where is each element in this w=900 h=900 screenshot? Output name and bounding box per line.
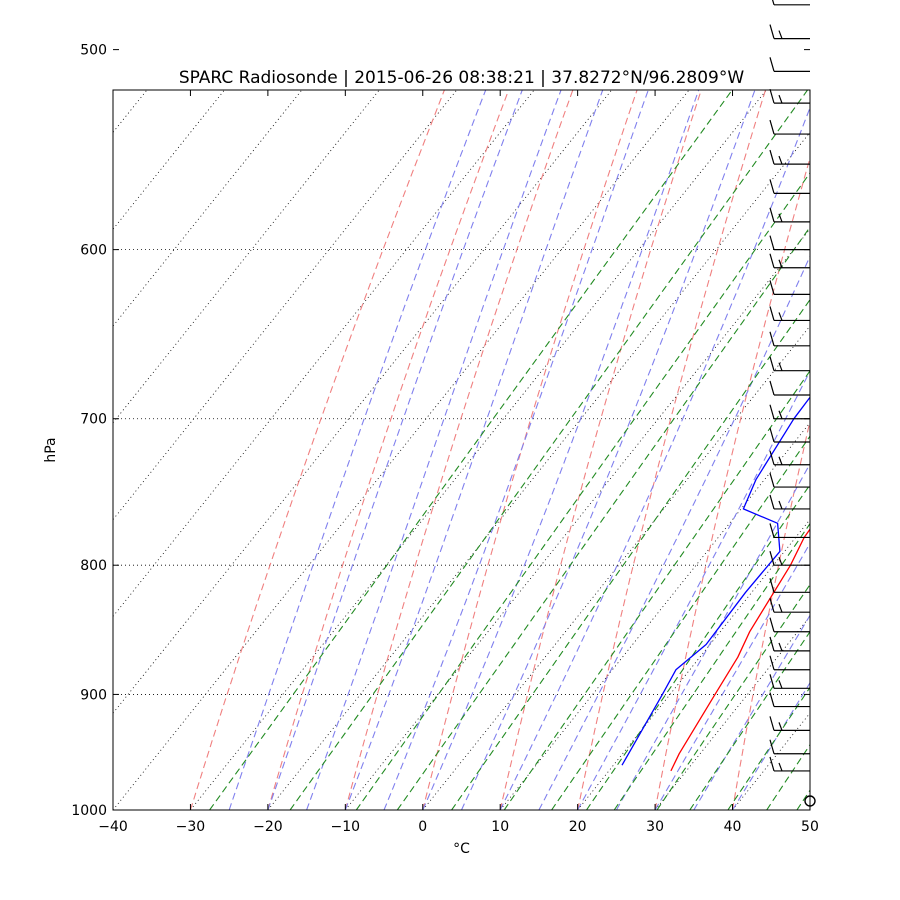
mixing-ratio-line (396, 226, 810, 810)
mixing-ratio-line (209, 90, 733, 810)
dry-adiabat (267, 90, 510, 810)
mixing-ratio-line (355, 171, 810, 810)
wind-barbs (769, 0, 816, 807)
plot-area (113, 90, 810, 810)
wind-barb (769, 57, 810, 72)
dewpoint-profile (621, 396, 810, 766)
wind-barb (771, 0, 810, 6)
wind-barb (769, 88, 810, 104)
wind-barb (769, 472, 810, 488)
y-tick-label: 700 (80, 412, 107, 428)
dry-adiabat (577, 90, 767, 810)
temperature-profile (670, 528, 810, 772)
sounding-profiles (621, 396, 810, 772)
wind-barb (769, 179, 810, 194)
wind-barb (769, 674, 810, 689)
wind-barb (769, 450, 810, 466)
wind-barb (769, 119, 810, 135)
moist-adiabat (499, 106, 810, 810)
wind-barb (769, 207, 810, 223)
y-tick-label: 900 (80, 687, 107, 703)
x-tick-label: 0 (418, 819, 427, 835)
wind-barb (769, 578, 810, 593)
x-tick-label: −30 (176, 819, 206, 835)
y-axis-label: hPa (43, 437, 59, 462)
wind-barb (769, 523, 810, 539)
y-tick-label: 1000 (71, 803, 107, 819)
x-tick-label: −40 (98, 819, 128, 835)
x-tick-label: −20 (253, 819, 283, 835)
mixing-ratio-line (586, 483, 810, 810)
wind-barb (769, 306, 810, 322)
wind-barb (769, 692, 810, 708)
wind-barb (769, 24, 810, 40)
wind-barb (769, 617, 810, 633)
y-tick-label: 500 (80, 43, 107, 59)
mixing-ratio-line (503, 369, 810, 810)
moist-adiabat (654, 542, 810, 810)
wind-barb (769, 636, 810, 652)
thermodynamic-background-lines (113, 90, 810, 810)
wind-barb (769, 280, 810, 296)
mixing-ratio-line (289, 90, 809, 810)
wind-barb (769, 739, 810, 755)
chart-title: SPARC Radiosonde | 2015-06-26 08:38:21 |… (179, 68, 745, 88)
wind-barb (769, 380, 810, 396)
x-tick-label: −10 (331, 819, 361, 835)
moist-adiabat (422, 90, 700, 810)
mixing-ratio-line (613, 522, 810, 810)
mixing-ratio-line (551, 435, 810, 810)
plot-frame (112, 89, 811, 811)
x-tick-label: 10 (491, 819, 509, 835)
wind-barb (769, 756, 810, 772)
wind-barb (769, 655, 810, 671)
x-tick-label: 40 (724, 819, 742, 835)
y-tick-label: 800 (80, 558, 107, 574)
wind-barb (769, 253, 810, 269)
moist-adiabat (693, 614, 810, 810)
x-tick-label: 30 (646, 819, 664, 835)
y-tick-label: 600 (80, 243, 107, 259)
axis-ticks: −40−30−20−100102030405010020030040050060… (71, 43, 819, 835)
wind-barb (769, 716, 810, 731)
x-axis-label: °C (453, 841, 470, 857)
wind-barb (769, 427, 810, 443)
dry-adiabat (422, 90, 638, 810)
x-tick-label: 50 (801, 819, 819, 835)
mixing-ratio-line (656, 583, 810, 810)
mixing-ratio-line (451, 298, 810, 810)
wind-barb (769, 356, 810, 372)
wind-barb (769, 494, 810, 510)
dry-adiabat (189, 90, 446, 810)
wind-barb (769, 598, 810, 613)
moist-adiabat (460, 90, 756, 810)
wind-barb (769, 149, 810, 165)
wind-barb (769, 331, 810, 347)
dry-adiabat (344, 90, 574, 810)
x-tick-label: 20 (569, 819, 587, 835)
